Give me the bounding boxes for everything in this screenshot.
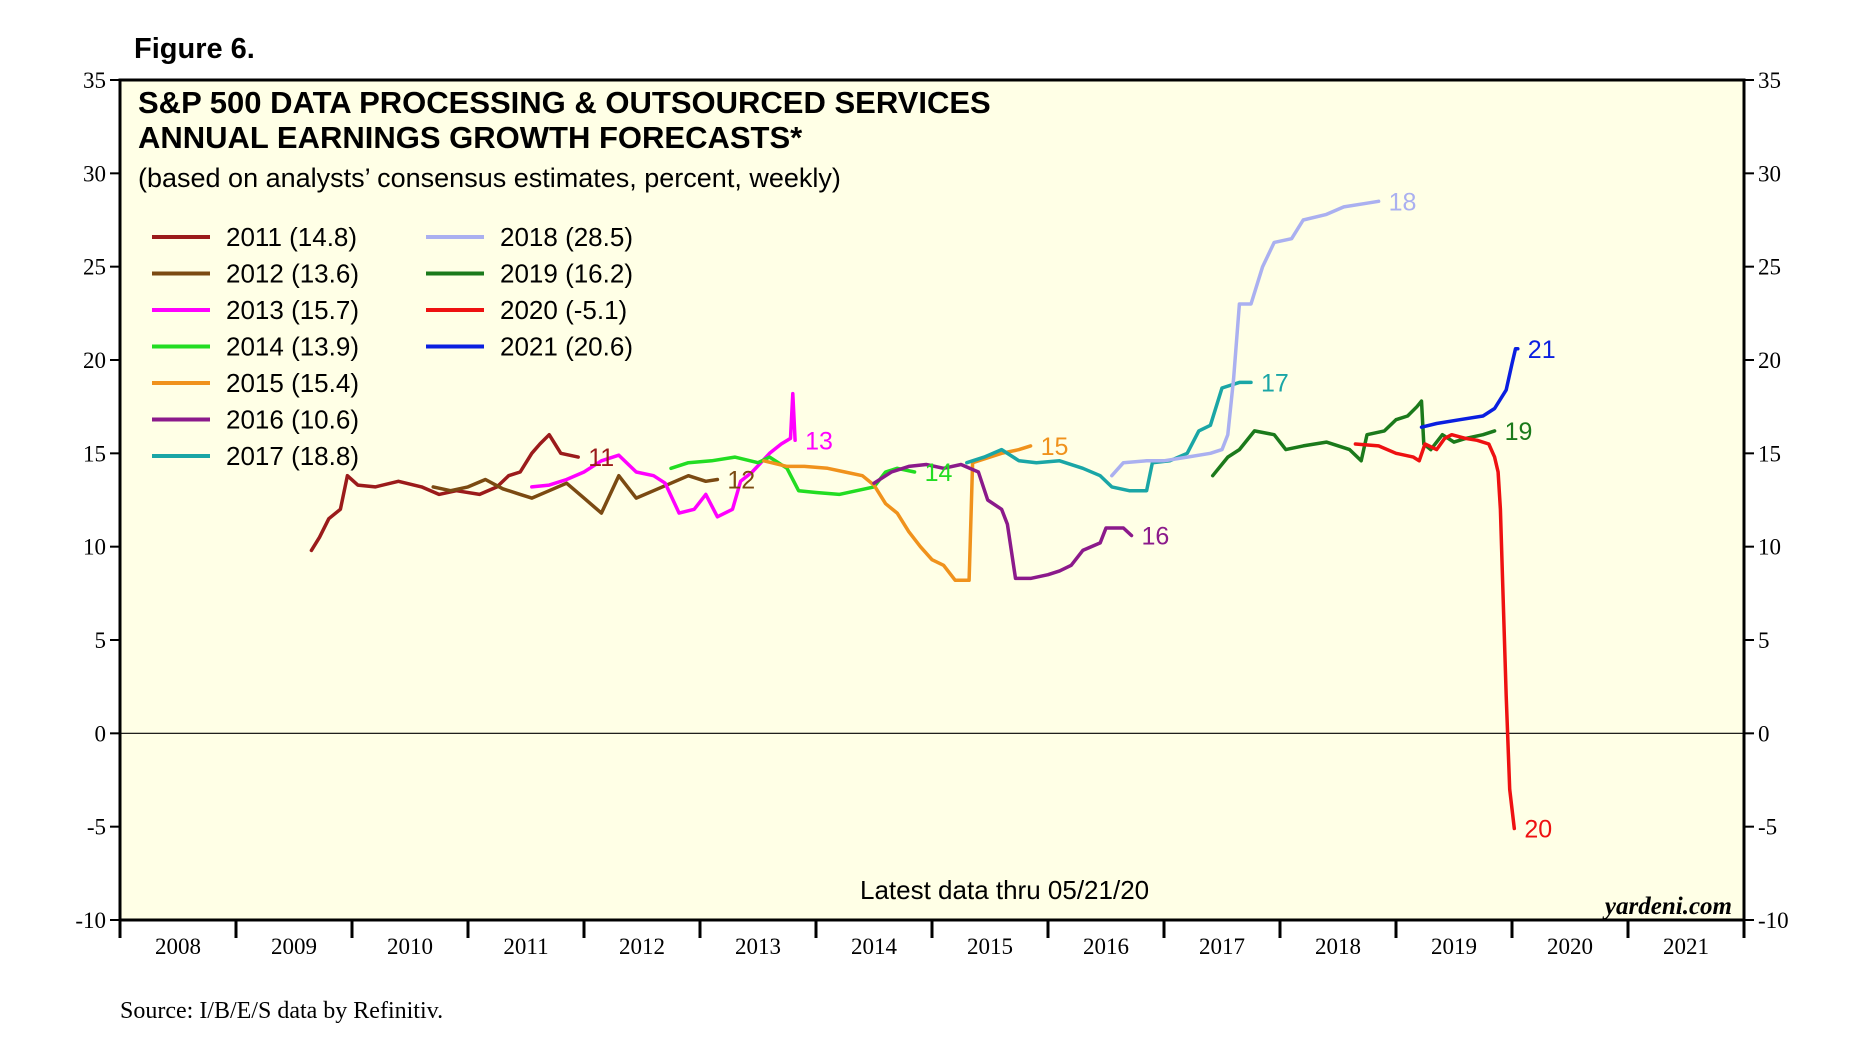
chart-title-line-1: S&P 500 DATA PROCESSING & OUTSOURCED SER… [138, 85, 991, 120]
series-end-label-15: 15 [1041, 433, 1069, 461]
series-line-21 [1419, 347, 1520, 429]
y-tick-label-right: 5 [1758, 628, 1770, 653]
series-line-18 [1110, 199, 1381, 478]
y-tick-label-right: 35 [1758, 68, 1781, 93]
end-labels: 11 12 13 14 15 16 17 18 19 20 21 [588, 188, 1555, 843]
series-end-label-14: 14 [925, 459, 953, 487]
y-tick-label-right: -10 [1758, 908, 1789, 933]
series-line-15 [762, 444, 1033, 583]
legend-label-21: 2021 (20.6) [500, 332, 633, 362]
y-tick-label-left: 20 [83, 348, 106, 373]
series-line-13 [530, 391, 797, 519]
chart-subtitle: (based on analysts’ consensus estimates,… [138, 163, 841, 193]
series-end-label-21: 21 [1528, 336, 1556, 364]
y-tick-label-left: 5 [95, 628, 107, 653]
x-tick-label: 2012 [619, 934, 665, 959]
y-tick-label-right: 30 [1758, 161, 1781, 186]
y-tick-label-left: 30 [83, 161, 106, 186]
x-tick-label: 2017 [1199, 934, 1245, 959]
y-axis-left: -10 -5 0 5 10 15 20 25 30 35 [75, 68, 120, 933]
series-line-11 [309, 432, 580, 553]
figure-label: Figure 6. [134, 33, 255, 65]
series-end-label-11: 11 [588, 444, 614, 472]
legend-label-14: 2014 (13.9) [226, 332, 359, 362]
series-end-label-18: 18 [1389, 188, 1417, 216]
legend-label-15: 2015 (15.4) [226, 368, 359, 398]
y-tick-label-right: 25 [1758, 255, 1781, 280]
x-tick-label: 2020 [1547, 934, 1593, 959]
x-axis: 2008 2009 2010 2011 2012 2013 2014 2015 2016 2017… [118, 920, 1746, 959]
series-line-17 [965, 380, 1253, 493]
x-tick-label: 2008 [155, 934, 201, 959]
series-end-label-20: 20 [1524, 816, 1552, 844]
y-tick-label-left: -5 [87, 815, 106, 840]
series-end-label-19: 19 [1505, 418, 1533, 446]
y-tick-label-left: -10 [75, 908, 106, 933]
y-tick-label-right: 0 [1758, 721, 1770, 746]
x-tick-label: 2018 [1315, 934, 1361, 959]
y-tick-label-right: -5 [1758, 815, 1777, 840]
y-tick-label-right: 15 [1758, 441, 1781, 466]
x-tick-label: 2014 [851, 934, 898, 959]
plot-area [118, 78, 1746, 922]
legend: 2011 (14.8) 2012 (13.6) 2013 (15.7) 2014 (1… [152, 222, 633, 471]
series-end-label-16: 16 [1142, 522, 1170, 550]
legend-label-12: 2012 (13.6) [226, 259, 359, 289]
y-tick-label-left: 0 [95, 721, 107, 746]
legend-label-20: 2020 (-5.1) [500, 295, 627, 325]
y-tick-label-left: 10 [83, 535, 106, 560]
source-note: Source: I/B/E/S data by Refinitiv. [120, 998, 443, 1024]
x-tick-label: 2021 [1663, 934, 1709, 959]
y-tick-label-left: 35 [83, 68, 106, 93]
x-tick-label: 2015 [967, 934, 1013, 959]
y-axis-right: -10 -5 0 5 10 15 20 25 30 35 [1744, 68, 1789, 933]
legend-label-13: 2013 (15.7) [226, 295, 359, 325]
y-tick-label-right: 20 [1758, 348, 1781, 373]
y-tick-label-left: 25 [83, 255, 106, 280]
series-line-16 [872, 462, 1134, 581]
legend-label-16: 2016 (10.6) [226, 405, 359, 435]
series-line-12 [431, 473, 720, 515]
y-tick-label-right: 10 [1758, 535, 1781, 560]
legend-label-17: 2017 (18.8) [226, 441, 359, 471]
x-tick-label: 2019 [1431, 934, 1477, 959]
x-tick-label: 2011 [503, 934, 548, 959]
x-tick-label: 2010 [387, 934, 433, 959]
series-line-20 [1353, 432, 1517, 831]
x-tick-label: 2009 [271, 934, 317, 959]
series-end-label-12: 12 [727, 466, 755, 494]
legend-label-18: 2018 (28.5) [500, 222, 633, 252]
chart-title-line-2: ANNUAL EARNINGS GROWTH FORECASTS* [138, 120, 803, 155]
legend-label-11: 2011 (14.8) [226, 222, 357, 252]
watermark: yardeni.com [1602, 893, 1732, 920]
series-layer [309, 199, 1520, 831]
series-end-label-17: 17 [1261, 369, 1289, 397]
y-tick-label-left: 15 [83, 441, 106, 466]
series-end-label-13: 13 [805, 427, 833, 455]
x-tick-label: 2016 [1083, 934, 1129, 959]
latest-data-note: Latest data thru 05/21/20 [860, 875, 1149, 905]
legend-label-19: 2019 (16.2) [500, 259, 633, 289]
x-tick-label: 2013 [735, 934, 781, 959]
